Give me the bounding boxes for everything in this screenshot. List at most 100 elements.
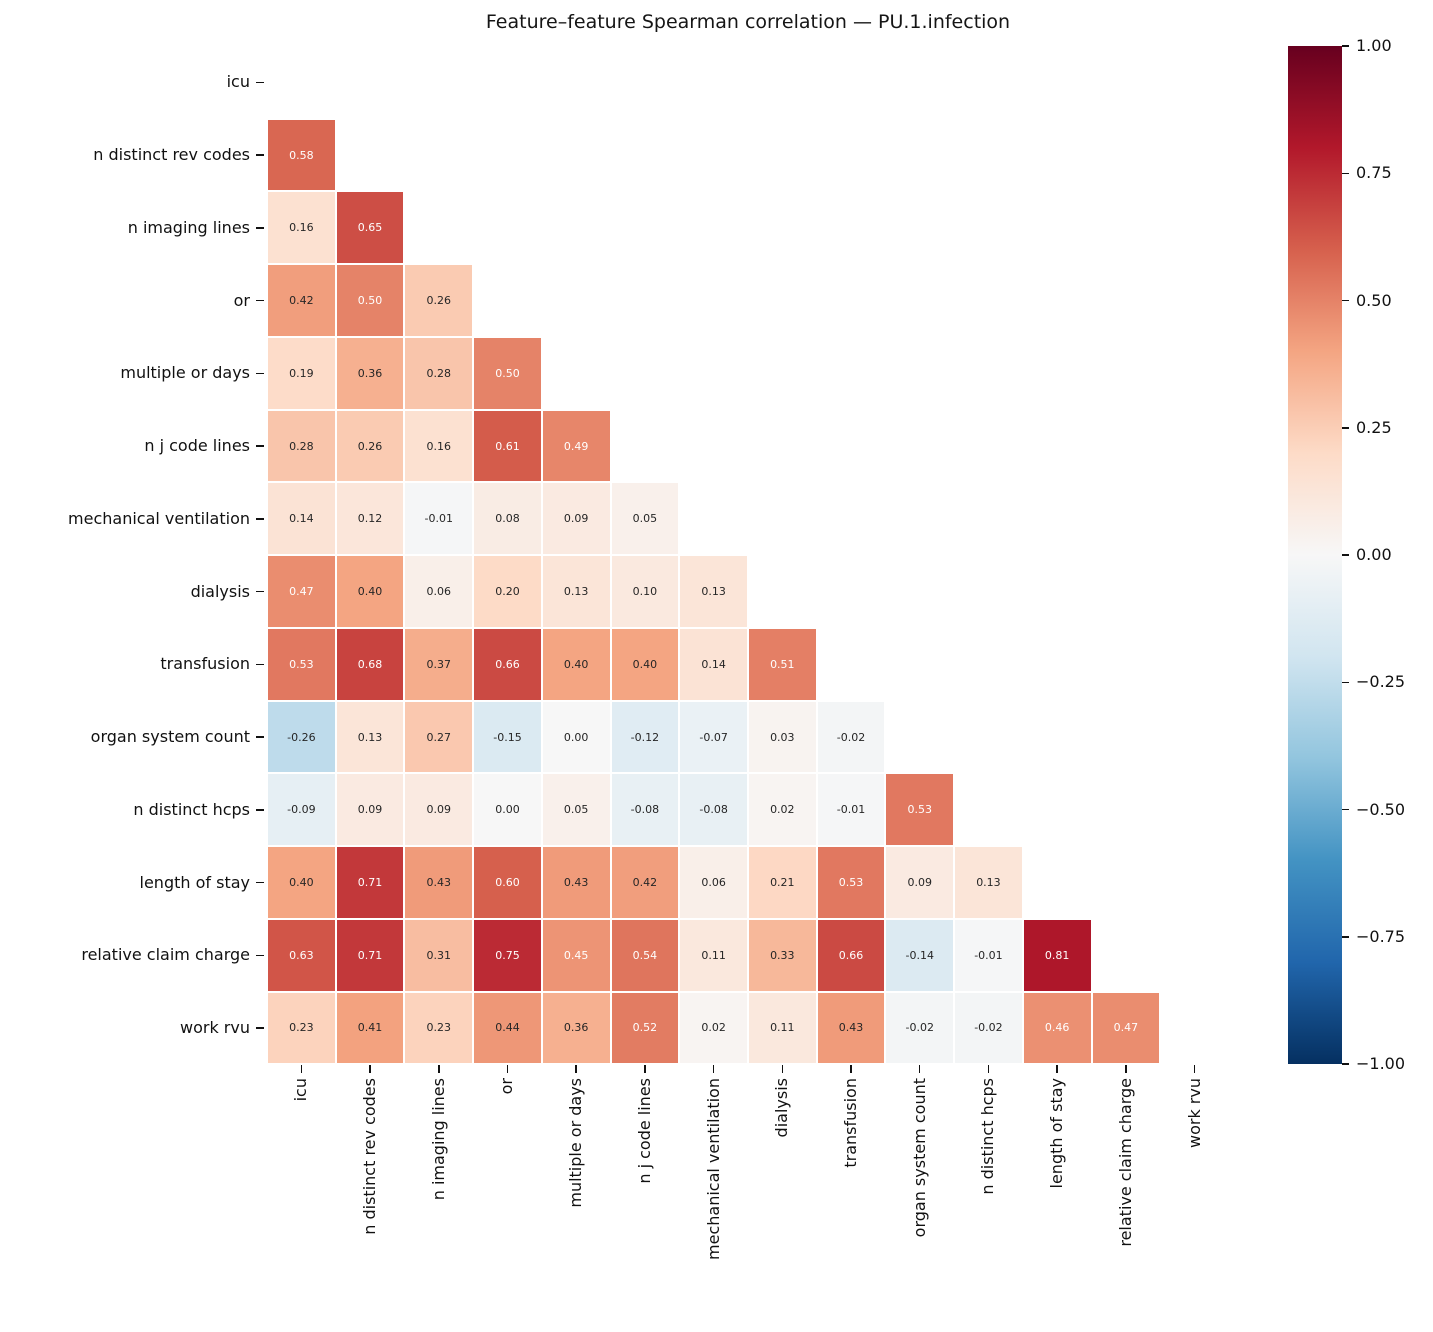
heatmap-cell: -0.14 xyxy=(885,918,955,992)
cell-value: 0.43 xyxy=(838,1021,864,1035)
heatmap-cell: -0.02 xyxy=(885,991,955,1065)
heatmap-cell: 0.09 xyxy=(404,773,474,847)
cell-value: 0.09 xyxy=(426,803,452,817)
heatmap-cell: 0.40 xyxy=(610,627,680,701)
heatmap-cell: 0.23 xyxy=(267,991,336,1065)
heatmap-cell: 0.47 xyxy=(267,555,336,628)
heatmap-cell: 0.26 xyxy=(404,264,474,337)
row-label: multiple or days xyxy=(120,363,250,383)
cell-value: 0.28 xyxy=(289,439,314,453)
y-tick-mark xyxy=(256,227,264,229)
x-tick-mark xyxy=(987,1064,990,1073)
heatmap-cell: 0.54 xyxy=(610,918,680,992)
heatmap-cell: 0.09 xyxy=(885,846,955,919)
cell-value: 0.11 xyxy=(770,1021,795,1035)
cell-value: 0.40 xyxy=(632,657,658,671)
cell-value: 0.41 xyxy=(357,1021,383,1035)
heatmap-cell: 0.50 xyxy=(473,336,542,410)
cell-value: 0.31 xyxy=(426,948,452,962)
row-label: n distinct rev codes xyxy=(93,145,250,165)
cell-value: -0.14 xyxy=(905,948,934,962)
heatmap-cell: 0.40 xyxy=(267,846,336,919)
cell-value: 0.37 xyxy=(426,657,452,671)
cell-value: -0.08 xyxy=(630,803,660,817)
cell-value: 0.60 xyxy=(495,875,520,889)
cell-value: 0.14 xyxy=(289,512,314,526)
cell-value: 0.40 xyxy=(563,657,589,671)
heatmap-cell: -0.08 xyxy=(679,773,748,847)
cell-value: 0.47 xyxy=(1113,1021,1139,1035)
heatmap-cell: 0.20 xyxy=(473,555,542,628)
y-tick-mark xyxy=(256,299,264,302)
heatmap-cell: 0.46 xyxy=(1022,991,1092,1065)
cell-value: -0.09 xyxy=(287,803,316,817)
column-label: icu xyxy=(291,1078,311,1102)
cell-value: 0.26 xyxy=(357,439,383,453)
heatmap-cell: 0.53 xyxy=(816,846,886,919)
cell-value: 0.58 xyxy=(289,148,314,162)
heatmap-cell: 0.33 xyxy=(747,918,817,992)
heatmap-cell: 0.37 xyxy=(404,627,474,701)
cell-value: 0.40 xyxy=(357,585,383,599)
x-tick-mark xyxy=(1056,1064,1058,1073)
chart-title: Feature–feature Spearman correlation — P… xyxy=(485,11,1011,33)
cell-value: 0.12 xyxy=(357,512,383,526)
cell-value: 0.50 xyxy=(495,366,520,380)
row-label: or xyxy=(233,290,250,310)
row-label: mechanical ventilation xyxy=(68,508,250,528)
heatmap-cell: 0.03 xyxy=(747,700,817,774)
heatmap-cell: 0.43 xyxy=(541,846,611,919)
heatmap-cell: 0.16 xyxy=(404,409,474,483)
colorbar-tick-label: −1.00 xyxy=(1356,1054,1406,1073)
heatmap-cell: 0.06 xyxy=(679,846,748,919)
cell-value: 0.00 xyxy=(495,803,520,817)
y-tick-mark xyxy=(256,1027,264,1029)
cell-value: 0.16 xyxy=(289,221,314,235)
cell-value: 0.10 xyxy=(632,585,658,599)
cell-value: 0.63 xyxy=(289,948,314,962)
x-tick-mark xyxy=(644,1064,646,1073)
cell-value: 0.26 xyxy=(426,294,452,308)
column-label: n imaging lines xyxy=(428,1078,448,1201)
column-label: mechanical ventilation xyxy=(703,1078,723,1260)
column-label: length of stay xyxy=(1047,1078,1067,1189)
cell-value: 0.51 xyxy=(770,657,795,671)
heatmap-cell: 0.61 xyxy=(473,409,542,483)
cell-value: 0.49 xyxy=(563,439,589,453)
column-label: work rvu xyxy=(1184,1078,1204,1148)
row-label: work rvu xyxy=(180,1017,250,1037)
heatmap-cell: -0.08 xyxy=(610,773,680,847)
heatmap-cell: 0.08 xyxy=(473,482,542,556)
y-tick-mark xyxy=(256,81,264,84)
heatmap-cell: 0.81 xyxy=(1022,918,1092,992)
heatmap-cell: 0.40 xyxy=(335,555,405,628)
heatmap-cell: 0.05 xyxy=(610,482,680,556)
y-tick-mark xyxy=(256,154,264,156)
heatmap-cell: 0.36 xyxy=(335,336,405,410)
heatmap-cell: 0.36 xyxy=(541,991,611,1065)
heatmap-cell: -0.01 xyxy=(954,918,1023,992)
y-tick-mark xyxy=(256,809,264,811)
cell-value: 0.05 xyxy=(632,512,658,526)
x-tick-mark xyxy=(850,1064,852,1073)
heatmap-cell: -0.02 xyxy=(954,991,1023,1065)
cell-value: 0.53 xyxy=(289,657,314,671)
heatmap-cell: 0.43 xyxy=(816,991,886,1065)
x-tick-mark xyxy=(506,1064,509,1073)
row-label: icu xyxy=(226,72,250,92)
x-tick-mark xyxy=(438,1064,440,1073)
heatmap-cell: 0.66 xyxy=(473,627,542,701)
cell-value: 0.52 xyxy=(632,1021,658,1035)
colorbar xyxy=(1288,46,1342,1064)
heatmap-cell: 0.50 xyxy=(335,264,405,337)
cell-value: 0.20 xyxy=(495,585,520,599)
cell-value: 0.71 xyxy=(357,948,383,962)
cell-value: 0.27 xyxy=(426,730,452,744)
heatmap-cell: 0.43 xyxy=(404,846,474,919)
cell-value: 0.28 xyxy=(426,366,452,380)
cell-value: 0.00 xyxy=(563,730,589,744)
heatmap-cell: 0.49 xyxy=(541,409,611,483)
heatmap-cell: -0.15 xyxy=(473,700,542,774)
cell-value: 0.66 xyxy=(838,948,864,962)
